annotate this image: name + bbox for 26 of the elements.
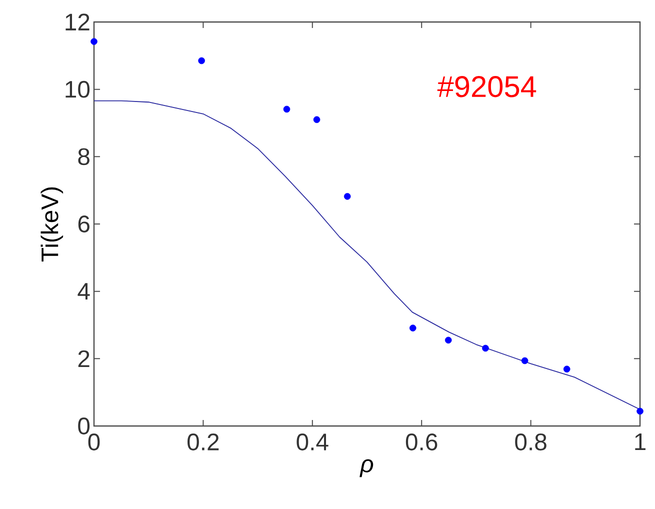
- point: [482, 344, 489, 352]
- point: [198, 57, 205, 64]
- y-tick-label: 8: [78, 148, 90, 166]
- y-tick-label: 2: [78, 350, 90, 368]
- y-tick-label: 10: [66, 80, 90, 98]
- y-tick-label: 6: [78, 216, 90, 232]
- point: [636, 408, 644, 415]
- point: [521, 357, 528, 364]
- point: [563, 366, 570, 372]
- point: [90, 38, 98, 45]
- y-tick-label: 0: [78, 418, 90, 434]
- x-tick-label: 1: [635, 434, 646, 450]
- annotation: #92054: [437, 76, 536, 98]
- x-tick-label: 0.4: [296, 434, 328, 450]
- y-tick-label: 12: [66, 14, 90, 30]
- x-tick-label: 0.6: [406, 434, 438, 450]
- x-tick-label: 0.8: [515, 434, 546, 450]
- point: [283, 106, 290, 113]
- point: [444, 336, 452, 344]
- point: [409, 324, 416, 332]
- point: [313, 116, 320, 124]
- x-tick-label: 0.2: [188, 434, 219, 450]
- y-axis-title: Ti(keV): [40, 187, 64, 262]
- x-axis-title: ρ: [360, 459, 374, 478]
- y-tick-label: 4: [78, 283, 90, 300]
- point: [344, 192, 351, 200]
